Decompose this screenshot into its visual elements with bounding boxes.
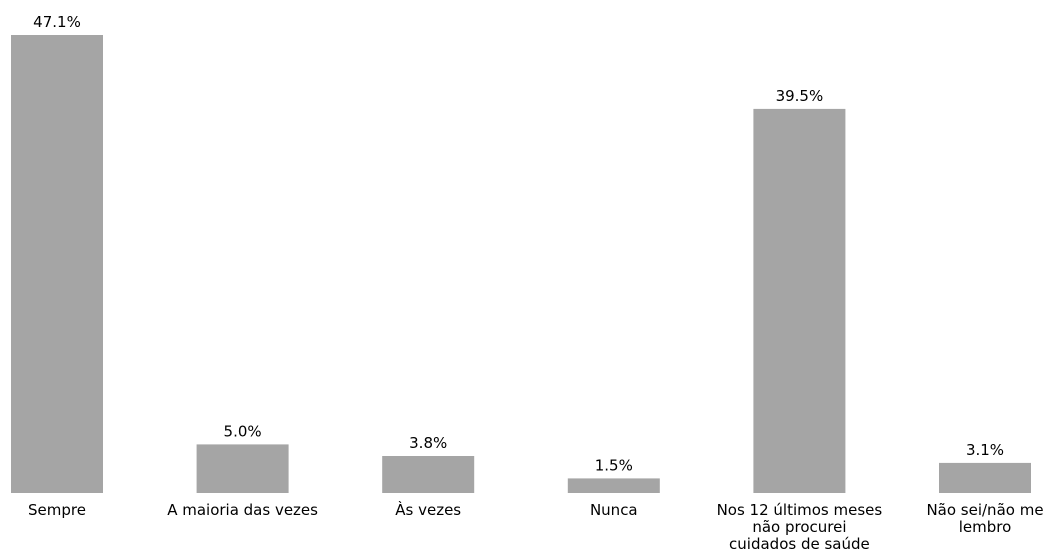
bar-2: [382, 456, 475, 493]
bar-value-label-0: 47.1%: [33, 13, 81, 31]
bar-0: [11, 35, 103, 493]
category-label-1: A maioria das vezes: [167, 501, 318, 519]
bar-value-label-3: 1.5%: [595, 456, 633, 474]
category-label-line: A maioria das vezes: [167, 501, 318, 519]
bar-value-label-4: 39.5%: [776, 87, 824, 105]
category-label-line: não procurei: [752, 518, 846, 536]
category-label-line: lembro: [959, 518, 1012, 536]
bar-5: [939, 462, 1031, 493]
value-labels-layer: 47.1% 5.0% 3.8% 1.5% 39.5% 3.1%: [33, 13, 1004, 474]
bar-3: [567, 478, 660, 493]
category-label-5: Não sei/não me lembro: [926, 501, 1043, 536]
bar-4: [753, 108, 846, 494]
category-label-line: cuidados de saúde: [729, 535, 870, 550]
category-label-line: Às vezes: [395, 500, 461, 519]
category-label-line: Nos 12 últimos meses: [717, 501, 883, 519]
bar-value-label-5: 3.1%: [966, 441, 1004, 459]
category-labels-layer: Sempre A maioria das vezes Às vezes Nunca No…: [28, 500, 1044, 550]
category-label-3: Nunca: [590, 501, 638, 519]
category-label-2: Às vezes: [395, 500, 461, 519]
category-label-line: Sempre: [28, 501, 86, 519]
category-label-line: Nunca: [590, 501, 638, 519]
bar-value-label-1: 5.0%: [224, 422, 262, 440]
bars-layer: [11, 35, 1031, 494]
category-label-4: Nos 12 últimos meses não procurei cuidados…: [717, 501, 883, 550]
category-label-0: Sempre: [28, 501, 86, 519]
bar-1: [196, 444, 289, 493]
bar-value-label-2: 3.8%: [409, 434, 447, 452]
category-label-line: Não sei/não me: [926, 501, 1043, 519]
